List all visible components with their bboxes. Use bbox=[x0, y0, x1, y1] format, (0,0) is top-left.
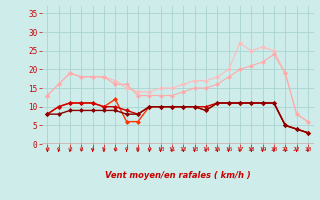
X-axis label: Vent moyen/en rafales ( km/h ): Vent moyen/en rafales ( km/h ) bbox=[105, 171, 251, 180]
